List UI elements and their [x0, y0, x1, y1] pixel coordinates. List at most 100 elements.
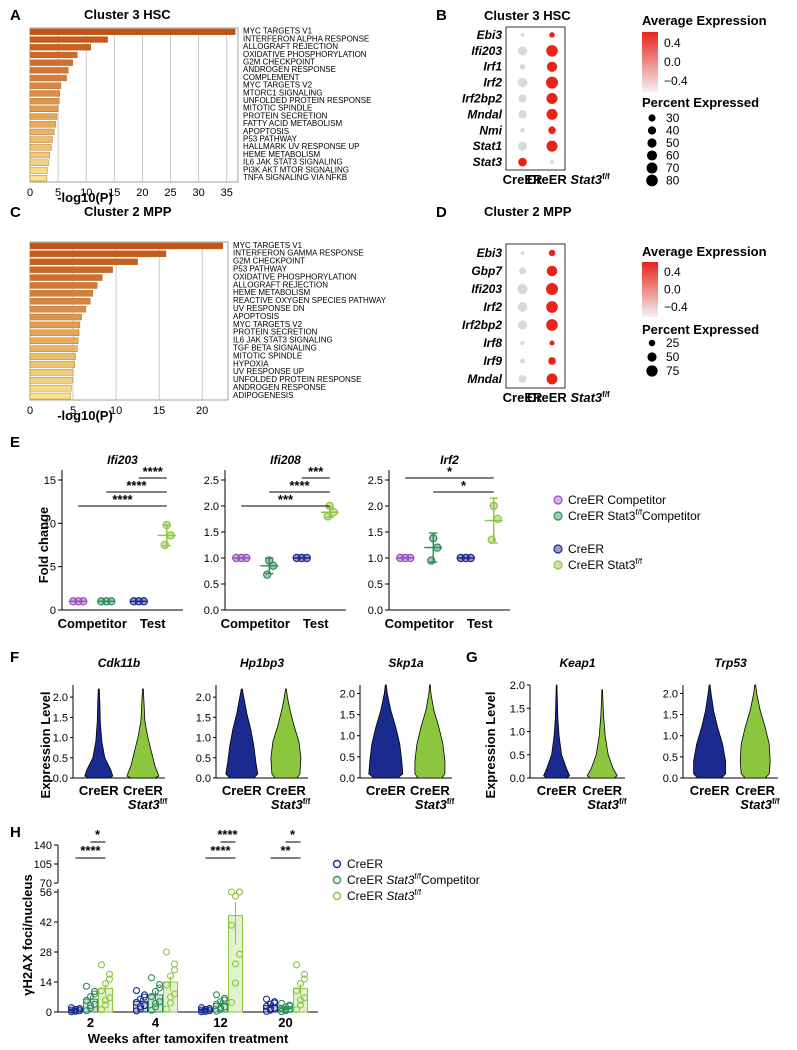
panel-d-dot — [546, 319, 558, 331]
panel-a-category-label: MYC TARGETS V2 — [243, 81, 313, 90]
panel-a-bar — [29, 144, 52, 151]
panel-fg-ytick-label: 1.5 — [196, 712, 211, 724]
panel-a-category-label: HEME METABOLISM — [243, 150, 321, 159]
panel-b-dot — [517, 46, 528, 56]
panel-fg-xcategory: Stat3f/f — [271, 797, 311, 812]
panel-h-sig-label: * — [290, 827, 296, 842]
panel-h-data-point — [205, 1005, 214, 1013]
panel-fg-violin — [84, 688, 114, 779]
panel-d-color-tick: 0.4 — [664, 265, 681, 279]
panel-e-ytick-label: 10 — [44, 518, 56, 530]
panel-h-sig-label: **** — [210, 843, 231, 858]
panel-h-data-point — [296, 980, 305, 988]
panel-c-category-label: ADIPOGENESIS — [233, 391, 293, 400]
panel-c-category-label: MYC TARGETS V2 — [233, 320, 303, 329]
panel-h-data-point — [71, 1007, 80, 1015]
panel-c-category-label: P53 PATHWAY — [233, 265, 288, 274]
panel-a-xlabel: -log10(P) — [57, 190, 113, 205]
panel-d-gene-label: Irf9 — [483, 354, 502, 368]
panel-c-category-label: OXIDATIVE PHOSPHORYLATION — [233, 272, 357, 281]
panel-b-dot — [518, 157, 527, 167]
panel-e-data-point — [242, 553, 251, 563]
panel-h-data-point — [136, 1003, 145, 1011]
panel-a-bar — [29, 121, 57, 128]
panel-d-dot — [520, 340, 525, 346]
panel-c-bar — [29, 321, 81, 329]
panel-c-bar — [29, 361, 75, 368]
panel-a-bar — [29, 105, 59, 112]
panel-h-legend-label: CreER Stat3f/fCompetitor — [347, 872, 480, 887]
panel-h-data-point — [227, 888, 236, 896]
panel-c-bar — [29, 337, 79, 344]
panel-b-dot — [517, 141, 528, 151]
panel-c-category-label: APOPTOSIS — [233, 312, 279, 321]
panel-c-title: Cluster 2 MPP — [84, 204, 172, 219]
panel-fg-violin — [126, 688, 160, 779]
panel-b-gene-label: Irf1 — [483, 60, 502, 74]
panel-c-bar — [29, 329, 80, 337]
panel-fg-ytick-label: 0.0 — [53, 773, 68, 785]
panel-c-category-label: ALLOGRAFT REJECTION — [233, 280, 328, 289]
panel-label-e: E — [10, 434, 20, 451]
panel-a-category-label: IL6 JAK STAT3 SIGNALING — [243, 158, 343, 167]
panel-e-ytick-label: 2.0 — [204, 501, 219, 513]
panel-fg-violin — [414, 684, 446, 779]
panel-f-ylabel: Expression Level — [38, 692, 53, 799]
panel-b-size-legend-dot — [647, 126, 657, 135]
panel-h-legend-label: CreER — [347, 857, 383, 871]
panel-h-data-point — [166, 972, 175, 980]
panel-fg-gene-title: Hp1bp3 — [240, 656, 284, 670]
panel-e-legend-marker — [553, 544, 563, 554]
panel-h-legend-marker — [332, 859, 342, 869]
panel-h-data-point — [292, 987, 301, 995]
panel-e-data-point — [160, 540, 169, 550]
panel-e-ytick-label: 5 — [50, 562, 56, 574]
panel-fg-ytick-label: 1.5 — [53, 712, 68, 724]
panel-fg-gene-title: Keap1 — [559, 656, 595, 670]
panel-b-size-tick: 40 — [666, 124, 680, 138]
panel-label-c: C — [10, 204, 21, 221]
panel-a-xtick-label: 15 — [108, 187, 120, 199]
panel-c-category-label: PROTEIN SECRETION — [233, 328, 318, 337]
panel-c-bar — [29, 369, 74, 376]
panel-h-sig-label: * — [95, 827, 101, 842]
panel-a-xtick-label: 25 — [164, 187, 176, 199]
panel-b-size-legend-dot — [646, 162, 658, 174]
panel-d-group-label: CreER Stat3f/f — [527, 390, 610, 405]
panel-e-gene-title: Irf2 — [440, 453, 459, 467]
panel-a-bar — [29, 90, 60, 97]
panel-b-dot — [546, 45, 558, 57]
panel-b-color-bar — [642, 32, 658, 92]
panel-h-data-point — [140, 1002, 149, 1010]
panel-c-bar — [29, 290, 94, 297]
panel-fg-ytick-label: 1.5 — [663, 710, 678, 722]
panel-d-size-tick: 50 — [666, 350, 680, 364]
panel-d-dot — [517, 283, 528, 295]
panel-c-bar — [29, 313, 82, 321]
panel-a-category-label: G2M CHECKPOINT — [243, 57, 315, 66]
panel-h-data-point — [90, 1000, 99, 1008]
panel-h-data-point — [235, 950, 244, 958]
panel-e-sig-label: *** — [308, 464, 324, 479]
panel-a-bar — [29, 136, 53, 143]
panel-h-data-point — [132, 987, 141, 995]
panel-fg-violin — [586, 689, 618, 779]
panel-fg-ytick-label: 1.0 — [340, 731, 355, 743]
panel-h-data-point — [166, 993, 175, 1001]
panel-fg-violin — [270, 688, 302, 779]
panel-fg-xcategory: CreER — [222, 783, 262, 798]
panel-h-ytick-label: 105 — [34, 859, 52, 871]
panel-h-data-point — [90, 990, 99, 998]
panel-e-data-point — [269, 561, 278, 571]
panel-h-data-point — [235, 888, 244, 896]
panel-b-gene-label: Nmi — [479, 123, 502, 137]
panel-e-sig-label: **** — [112, 492, 133, 507]
panel-e-ytick-label: 2.5 — [204, 475, 219, 487]
panel-e-data-point — [302, 553, 311, 563]
panel-h-data-point — [216, 1004, 225, 1012]
panel-d-gene-label: Mndal — [467, 372, 502, 386]
panel-h-data-point — [212, 991, 221, 999]
panel-d-dot — [548, 249, 556, 257]
panel-fg-violin — [543, 684, 571, 779]
